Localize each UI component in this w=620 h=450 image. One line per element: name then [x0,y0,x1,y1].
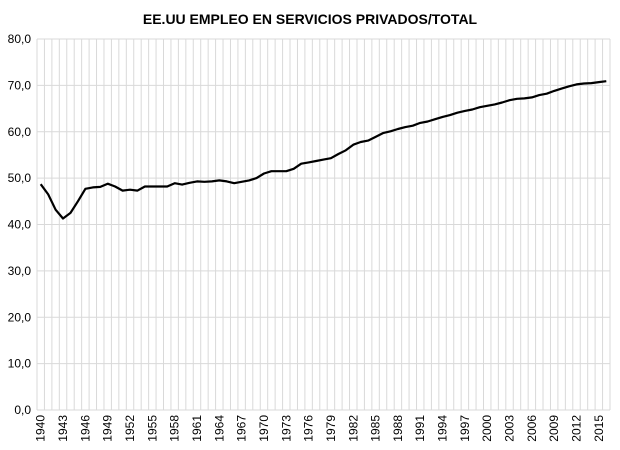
x-tick-label: 1976 [302,415,316,442]
y-tick-label: 30,0 [8,264,32,278]
series-line [39,80,607,220]
x-tick-label: 2003 [503,415,517,442]
x-tick-label: 1952 [123,415,137,442]
x-tick-label: 1958 [168,415,182,442]
y-tick-label: 40,0 [8,218,32,232]
x-tick-label: 2012 [570,415,584,442]
y-tick-label: 70,0 [8,78,32,92]
y-axis: 0,0 10,0 20,0 30,0 40,0 50,0 60,0 70,0 80,0 [8,32,32,417]
x-tick-label: 1955 [145,415,159,442]
x-tick-label: 1970 [257,415,271,442]
y-tick-label: 10,0 [8,357,32,371]
x-tick-label: 2009 [547,415,561,442]
x-axis: 1940 1943 1946 1949 1952 1955 1958 1961 1964 1967… [34,415,606,442]
x-tick-label: 1964 [212,415,226,442]
y-tick-label: 60,0 [8,125,32,139]
x-tick-label: 1994 [436,415,450,442]
series [39,80,607,220]
x-tick-label: 1946 [78,415,92,442]
y-tick-label: 50,0 [8,171,32,185]
x-tick-label: 1988 [391,415,405,442]
x-tick-label: 1979 [324,415,338,442]
x-tick-label: 2015 [592,415,606,442]
x-tick-label: 1985 [369,415,383,442]
y-tick-label: 20,0 [8,310,32,324]
x-tick-label: 1997 [458,415,472,442]
x-tick-label: 1949 [101,415,115,442]
grid [36,38,611,411]
x-tick-label: 1943 [56,415,70,442]
y-tick-label: 80,0 [8,32,32,46]
x-tick-label: 2000 [480,415,494,442]
x-tick-label: 1991 [413,415,427,442]
x-tick-label: 1967 [235,415,249,442]
y-tick-label: 0,0 [14,403,31,417]
x-tick-label: 1940 [34,415,48,442]
x-tick-label: 1973 [279,415,293,442]
x-tick-label: 2006 [525,415,539,442]
x-tick-label: 1961 [190,415,204,442]
chart-title: EE.UU EMPLEO EN SERVICIOS PRIVADOS/TOTAL [143,11,478,27]
x-tick-label: 1982 [346,415,360,442]
